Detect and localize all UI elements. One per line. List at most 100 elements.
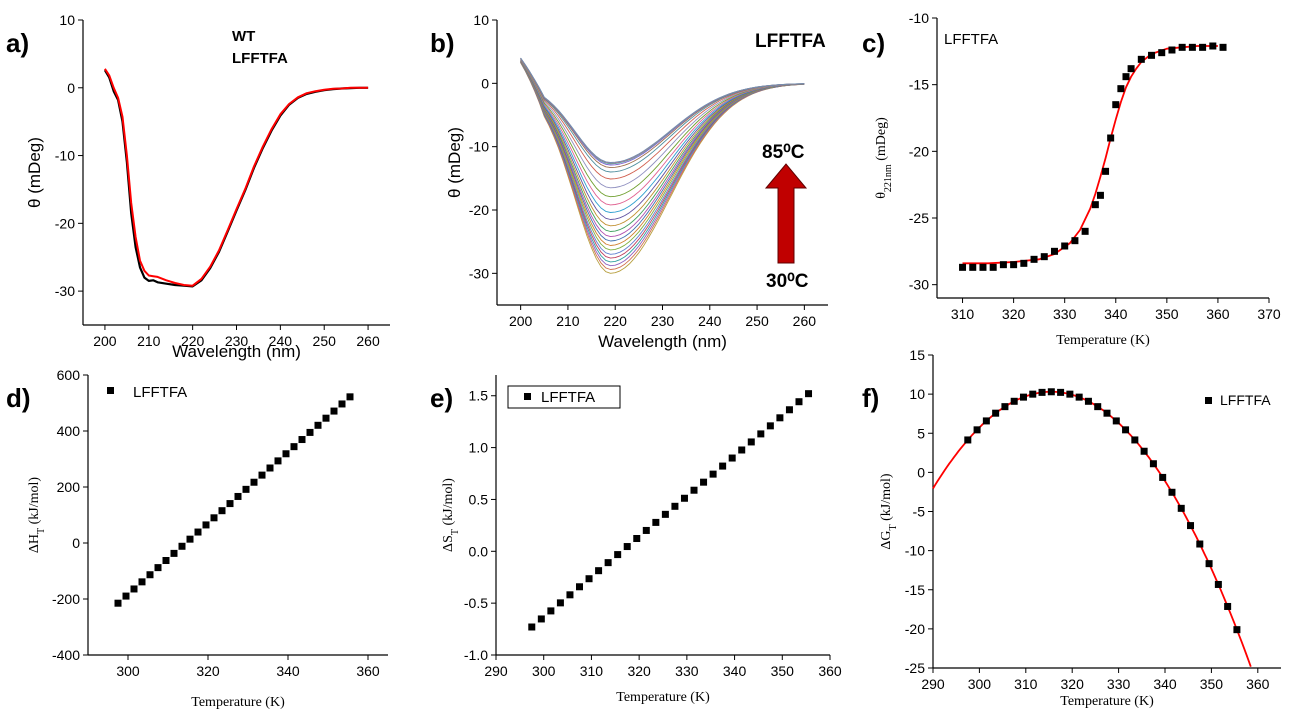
y-tick-label: -25 xyxy=(905,660,925,676)
y-tick-label: 0 xyxy=(917,464,925,480)
y-tick-label: -30 xyxy=(55,283,75,299)
y-tick-label: -200 xyxy=(52,591,80,607)
y-axis-label-unit: (kJ/mol) xyxy=(879,473,894,524)
series-line xyxy=(520,57,805,163)
series-line xyxy=(520,59,805,206)
legend-entry: LFFTFA xyxy=(541,389,595,406)
data-point xyxy=(114,599,122,607)
data-point xyxy=(1081,227,1089,235)
panel-d: 300 320 340 360 600 400 200 0 -200 -400 Temperatur… xyxy=(6,367,388,710)
y-tick-label: 0 xyxy=(481,75,489,91)
data-point xyxy=(1233,626,1241,634)
y-tick-label: -10 xyxy=(909,10,929,26)
panel-label: a) xyxy=(6,28,29,58)
data-point xyxy=(170,549,178,557)
data-point xyxy=(162,557,170,565)
data-point xyxy=(1038,388,1046,396)
x-axis-label: Temperature (K) xyxy=(616,690,710,705)
y-tick-label: 200 xyxy=(57,479,81,495)
data-point xyxy=(1071,237,1079,245)
panel-c: 310 320 330 340 350 360 370 -10 -15 -20 -25 -30 Temp… xyxy=(862,10,1281,348)
data-point xyxy=(1102,167,1110,175)
x-tick-label: 360 xyxy=(1246,676,1270,692)
data-point xyxy=(1131,436,1139,444)
y-tick-label: -20 xyxy=(905,621,925,637)
data-point xyxy=(1047,388,1055,396)
x-tick-label: 330 xyxy=(1107,676,1131,692)
data-point xyxy=(202,521,210,529)
data-point xyxy=(1214,580,1222,588)
data-point xyxy=(1187,522,1195,530)
y-tick-label: 10 xyxy=(473,12,489,28)
x-tick-label: 210 xyxy=(556,313,580,329)
x-tick-label: 360 xyxy=(356,663,380,679)
data-point xyxy=(130,585,138,593)
data-point xyxy=(1001,403,1009,411)
x-tick-label: 350 xyxy=(1200,676,1224,692)
data-point xyxy=(795,398,803,406)
y-tick-label: -20 xyxy=(55,215,75,231)
legend-entry: LFFTFA xyxy=(133,384,187,401)
data-point xyxy=(982,417,990,425)
legend-marker xyxy=(524,393,531,400)
data-point xyxy=(576,583,583,591)
x-tick-label: 240 xyxy=(269,333,293,349)
data-point xyxy=(258,471,266,479)
data-point xyxy=(1075,393,1083,401)
data-point xyxy=(747,438,755,446)
data-point xyxy=(1057,388,1065,396)
data-point xyxy=(1127,65,1135,73)
x-axis-label: Wavelength (nm) xyxy=(172,342,301,361)
y-tick-label: 400 xyxy=(57,423,81,439)
y-axis-label-main: ΔH xyxy=(27,534,42,553)
data-point xyxy=(566,591,574,599)
data-point xyxy=(1122,73,1130,81)
data-point xyxy=(178,542,186,550)
data-point xyxy=(290,443,298,451)
panel-label: f) xyxy=(862,383,879,413)
y-axis-label-sub: T xyxy=(450,529,461,535)
data-point xyxy=(700,478,708,486)
y-tick-label: 10 xyxy=(59,12,75,28)
data-point xyxy=(785,406,793,414)
y-tick-label: -400 xyxy=(52,647,80,663)
y-axis-label: ΔGT (kJ/mol) xyxy=(879,473,899,550)
legend-entry-wt: WT xyxy=(232,28,255,45)
data-point xyxy=(1149,460,1157,468)
x-tick-label: 320 xyxy=(1061,676,1085,692)
y-axis-label-main: θ xyxy=(874,192,889,199)
y-tick-label: 1.5 xyxy=(469,388,489,404)
data-point xyxy=(690,486,698,494)
fit-line xyxy=(962,45,1218,265)
data-point xyxy=(661,510,669,518)
data-point xyxy=(1107,134,1115,142)
data-point xyxy=(992,409,1000,417)
y-axis-label: ΔST (kJ/mol) xyxy=(441,478,461,552)
data-point xyxy=(547,607,555,615)
data-point xyxy=(1066,390,1074,398)
x-tick-label: 290 xyxy=(921,676,945,692)
data-point xyxy=(728,454,736,462)
y-tick-label: -25 xyxy=(909,210,929,226)
panel-label: d) xyxy=(6,383,31,413)
data-point xyxy=(194,528,202,536)
x-tick-label: 240 xyxy=(698,313,722,329)
x-tick-label: 350 xyxy=(1155,306,1179,322)
data-point xyxy=(1219,43,1227,51)
y-axis-label-sub: T xyxy=(36,528,47,534)
y-axis-label: θ (mDeg) xyxy=(25,137,44,208)
y-tick-label: -15 xyxy=(905,582,925,598)
fit-line xyxy=(932,390,1252,668)
data-point xyxy=(330,407,338,415)
data-point xyxy=(969,263,977,271)
arrow-up-icon xyxy=(764,163,808,264)
data-point xyxy=(1209,42,1217,50)
x-axis-label: Wavelength (nm) xyxy=(598,332,727,351)
y-tick-label: -5 xyxy=(913,504,926,520)
data-point xyxy=(1010,397,1018,405)
x-tick-label: 340 xyxy=(276,663,300,679)
data-point xyxy=(146,571,154,579)
y-tick-label: 10 xyxy=(909,386,925,402)
data-point xyxy=(1050,247,1058,255)
y-tick-label: 600 xyxy=(57,367,81,383)
